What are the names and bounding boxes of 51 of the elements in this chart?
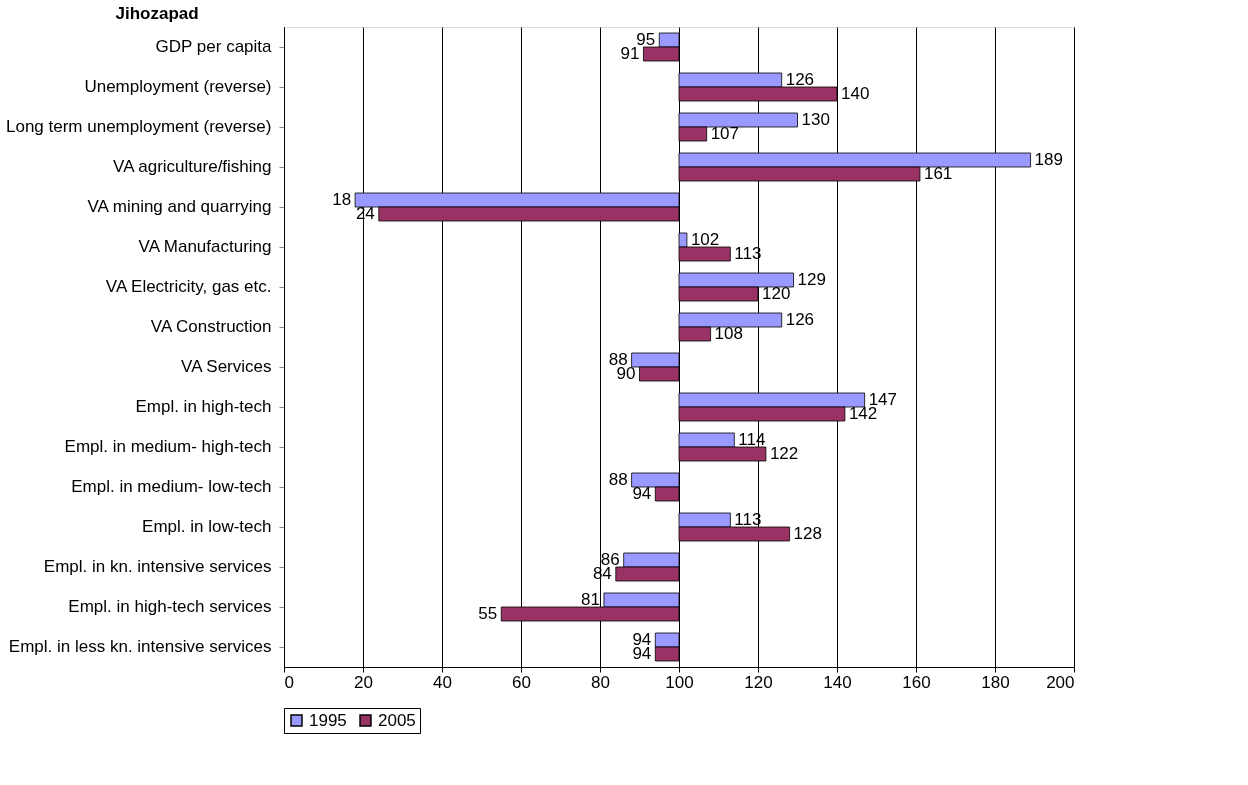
y-tick-label: Empl. in less kn. intensive services — [8, 637, 272, 656]
y-tick-label: GDP per capita — [155, 37, 273, 56]
data-label: 90 — [616, 364, 636, 383]
x-tick-label: 140 — [823, 672, 852, 692]
x-tick-label: 160 — [902, 672, 931, 692]
x-tick-label: 60 — [512, 672, 531, 692]
legend-label: 2005 — [378, 710, 416, 730]
data-label: 55 — [478, 604, 498, 623]
data-label: 94 — [632, 644, 652, 663]
data-label: 18 — [332, 190, 352, 209]
x-tick-label: 100 — [665, 672, 694, 692]
x-tick-label: 20 — [354, 672, 373, 692]
x-tick-label: 120 — [744, 672, 773, 692]
data-label: 161 — [923, 164, 953, 183]
data-label: 102 — [690, 230, 720, 249]
data-label: 140 — [841, 84, 870, 103]
data-label: 142 — [848, 404, 878, 423]
data-label: 88 — [608, 470, 628, 489]
data-label: 129 — [797, 270, 826, 289]
data-label: 128 — [793, 524, 822, 543]
data-label: 81 — [581, 590, 600, 609]
data-label: 130 — [801, 110, 830, 129]
data-label: 108 — [714, 324, 743, 343]
y-tick-label: VA agriculture/fishing — [113, 157, 272, 176]
x-tick-label: 40 — [433, 672, 452, 692]
y-tick-label: Empl. in kn. intensive services — [43, 557, 272, 576]
data-label: 126 — [785, 70, 815, 89]
y-tick-label: Empl. in high-tech services — [68, 597, 272, 616]
data-label: 94 — [632, 484, 652, 503]
y-tick-label: Empl. in high-tech — [135, 397, 272, 416]
y-tick-label: VA mining and quarrying — [87, 197, 272, 216]
x-tick-label: 180 — [981, 672, 1010, 692]
data-label: 120 — [762, 284, 791, 303]
y-tick-label: VA Manufacturing — [138, 237, 272, 256]
y-tick-label: Empl. in medium- low-tech — [71, 477, 272, 496]
y-tick-label: VA Construction — [150, 317, 272, 336]
chart-title: Jihozapad — [115, 4, 199, 23]
y-tick-label: Unemployment (reverse) — [84, 77, 272, 96]
y-tick-label: Empl. in low-tech — [142, 517, 272, 536]
y-tick-label: VA Services — [181, 357, 272, 376]
x-tick-label: 0 — [284, 672, 294, 692]
data-label: 107 — [710, 124, 740, 143]
x-tick-label: 200 — [1046, 672, 1075, 692]
y-tick-label: Empl. in medium- high-tech — [64, 437, 272, 456]
data-label: 122 — [769, 444, 799, 463]
data-label: 126 — [785, 310, 815, 329]
y-tick-label: VA Electricity, gas etc. — [105, 277, 272, 296]
legend-label: 1995 — [309, 710, 347, 730]
y-tick-label: Long term unemployment (reverse) — [5, 117, 272, 136]
data-label: 189 — [1034, 150, 1063, 169]
x-tick-label: 80 — [591, 672, 610, 692]
